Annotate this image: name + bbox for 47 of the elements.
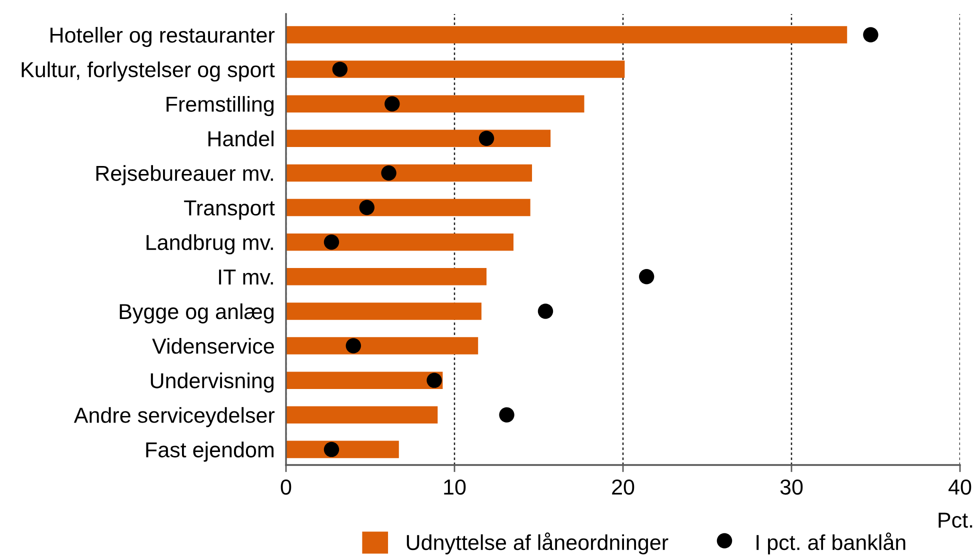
point (359, 200, 374, 216)
y-tick-label: Undervisning (150, 372, 274, 393)
bar (286, 198, 530, 216)
bar (286, 302, 482, 320)
point (499, 407, 514, 422)
point (863, 27, 878, 42)
bar (286, 26, 848, 44)
point (538, 304, 554, 319)
bar (286, 60, 625, 78)
y-tick-label: Kultur, forlystelser og sport (22, 61, 275, 82)
y-tick-label: IT mv. (219, 270, 273, 284)
point (324, 234, 340, 250)
bar (286, 233, 514, 251)
point (478, 130, 494, 146)
x-axis-title: Pct. (938, 512, 972, 528)
x-tick-label: 0 (280, 479, 292, 495)
y-tick-label: Bygge og anlæg (120, 303, 274, 324)
legend-label: Udnyttelse af låneordninger (406, 532, 668, 554)
x-tick-label: 40 (948, 479, 972, 495)
x-tick-label: 20 (612, 479, 634, 495)
bar (286, 95, 584, 112)
point (332, 62, 348, 77)
bar (286, 337, 478, 354)
y-tick-label: Hoteller og restauranter (50, 26, 275, 48)
bar (286, 130, 551, 148)
point (381, 165, 396, 181)
point (324, 442, 340, 458)
point (346, 338, 362, 354)
y-tick-label: Rejsebureauer mv. (96, 165, 273, 186)
y-tick-label: Videnservice (152, 338, 274, 354)
bar (286, 372, 443, 389)
x-tick-label: 30 (780, 479, 803, 495)
y-tick-label: Handel (208, 130, 274, 146)
point (384, 96, 400, 112)
y-tick-label: Transport (184, 200, 275, 220)
y-tick-label: Fast ejendom (146, 442, 274, 462)
bar (286, 268, 487, 286)
y-tick-label: Landbrug mv. (146, 234, 273, 254)
point (638, 269, 654, 284)
legend-label: I pct. af banklån (756, 532, 906, 554)
y-tick-label: Andre serviceydelser (74, 407, 275, 428)
point (426, 372, 442, 388)
bar (286, 406, 438, 424)
bar (286, 440, 399, 458)
bar (286, 164, 532, 182)
x-tick-label: 10 (444, 479, 466, 495)
y-tick-label: Fremstilling (166, 96, 274, 116)
